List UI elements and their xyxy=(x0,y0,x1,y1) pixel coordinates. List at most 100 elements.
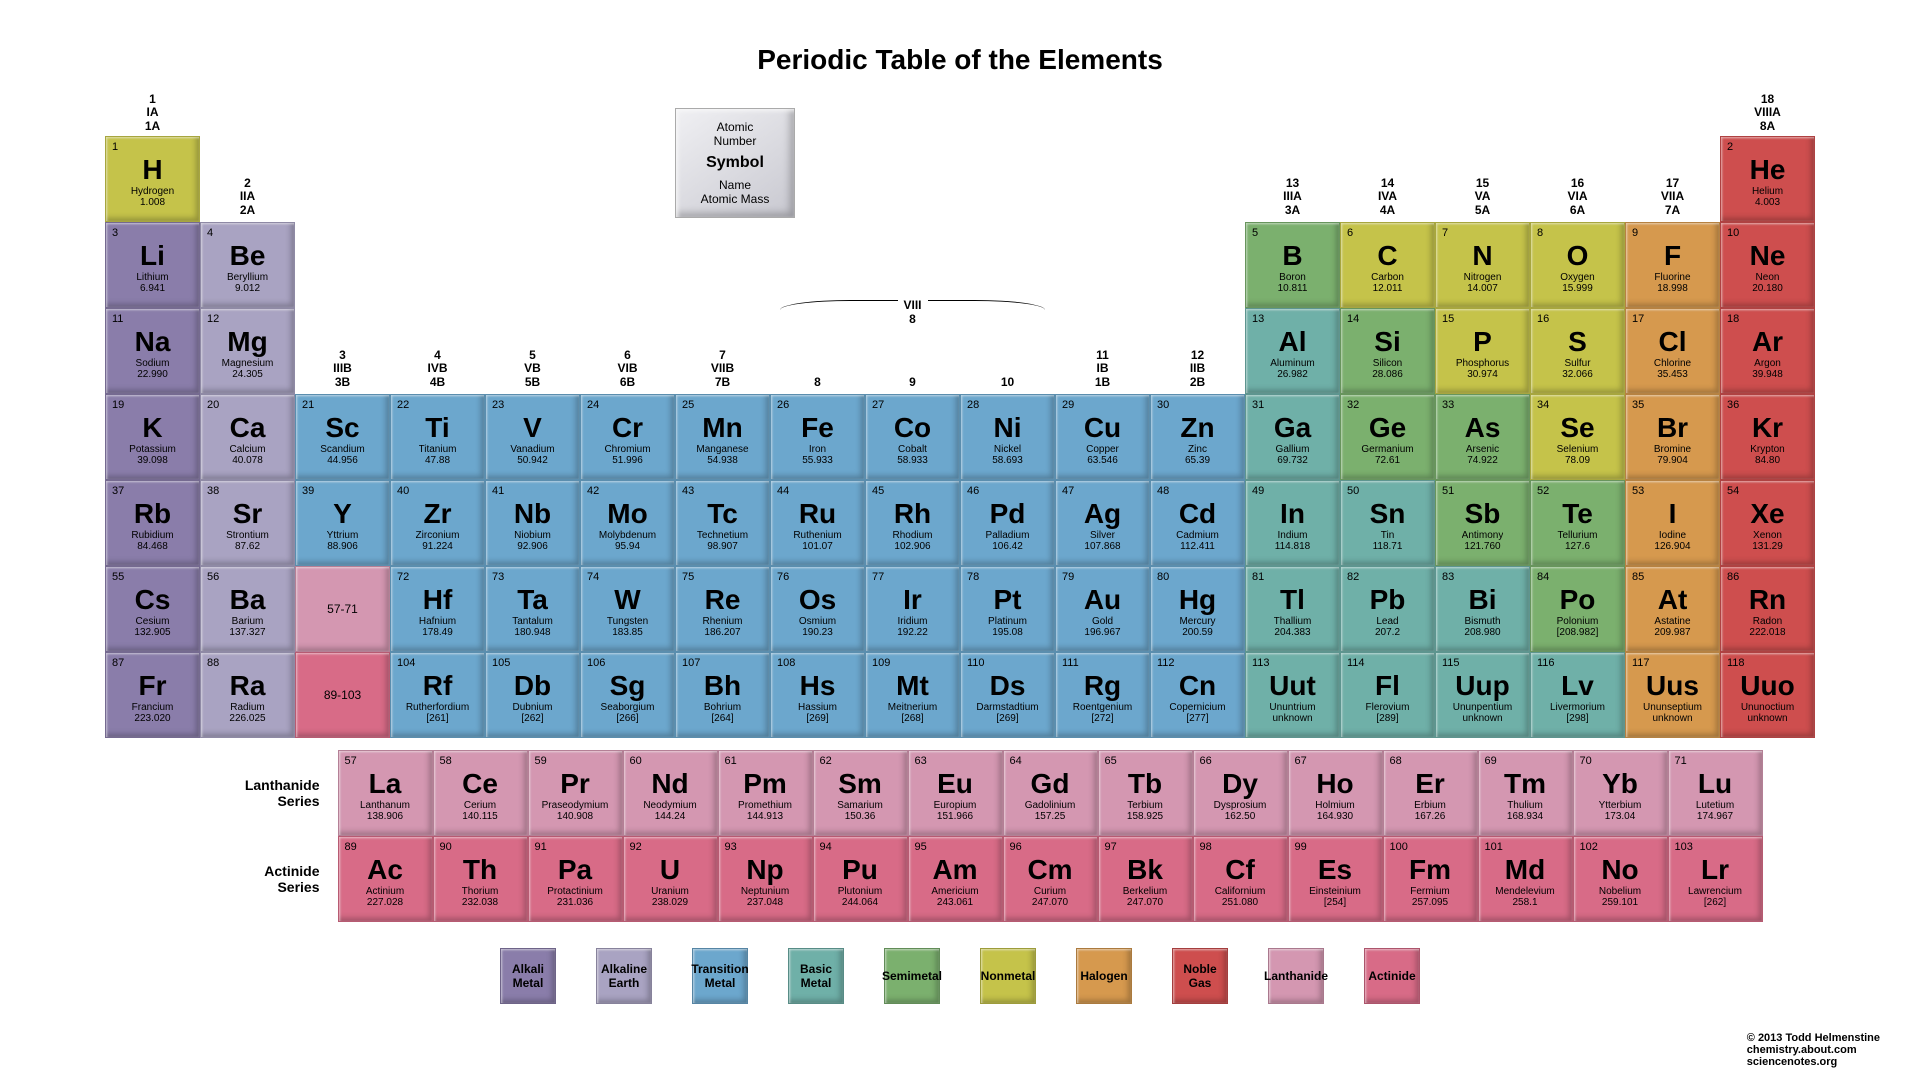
element-symbol: Fm xyxy=(1409,856,1451,884)
element-name: Neodymium xyxy=(643,800,696,811)
element-La: 57LaLanthanum138.906 xyxy=(338,750,433,836)
element-symbol: F xyxy=(1664,242,1681,270)
atomic-mass: 259.101 xyxy=(1602,897,1638,908)
atomic-number: 24 xyxy=(587,399,599,411)
element-name: Fermium xyxy=(1410,886,1449,897)
element-symbol: Na xyxy=(135,328,171,356)
legend-noble: NobleGas xyxy=(1160,948,1240,1004)
element-symbol: Bi xyxy=(1469,586,1497,614)
element-symbol: Po xyxy=(1560,586,1596,614)
element-symbol: O xyxy=(1567,242,1589,270)
atomic-mass: 84.468 xyxy=(137,541,168,552)
element-name: Tellurium xyxy=(1557,530,1597,541)
atomic-number: 38 xyxy=(207,485,219,497)
atomic-mass: 6.941 xyxy=(140,283,165,294)
atomic-mass: 98.907 xyxy=(707,541,738,552)
atomic-mass: 28.086 xyxy=(1372,369,1403,380)
atomic-number: 25 xyxy=(682,399,694,411)
element-name: Cerium xyxy=(464,800,496,811)
element-name: Carbon xyxy=(1371,272,1404,283)
atomic-number: 55 xyxy=(112,571,124,583)
atomic-number: 30 xyxy=(1157,399,1169,411)
atomic-mass: [266] xyxy=(616,713,638,724)
group-header-12: 12IIB2B xyxy=(1150,308,1245,394)
atomic-number: 86 xyxy=(1727,571,1739,583)
element-name: Strontium xyxy=(226,530,269,541)
element-name: Argon xyxy=(1754,358,1781,369)
element-Zn: 30ZnZinc65.39 xyxy=(1150,394,1245,480)
element-Tc: 43TcTechnetium98.907 xyxy=(675,480,770,566)
atomic-mass: 178.49 xyxy=(422,627,453,638)
atomic-number: 54 xyxy=(1727,485,1739,497)
element-name: Radium xyxy=(230,702,264,713)
atomic-number: 4 xyxy=(207,227,213,239)
legend-label-semimetal: Semimetal xyxy=(882,969,942,983)
element-symbol: Pu xyxy=(842,856,878,884)
element-name: Thorium xyxy=(462,886,499,897)
atomic-number: 42 xyxy=(587,485,599,497)
atomic-number: 11 xyxy=(112,313,123,325)
atomic-mass: 237.048 xyxy=(747,897,783,908)
atomic-number: 71 xyxy=(1675,755,1687,767)
atomic-number: 105 xyxy=(492,657,510,669)
element-name: Vanadium xyxy=(510,444,554,455)
element-name: Palladium xyxy=(986,530,1030,541)
element-Kr: 36KrKrypton84.80 xyxy=(1720,394,1815,480)
atomic-number: 39 xyxy=(302,485,314,497)
element-H: 1HHydrogen1.008 xyxy=(105,136,200,222)
atomic-number: 82 xyxy=(1347,571,1359,583)
atomic-mass: 114.818 xyxy=(1275,541,1310,552)
group-header-17: 17VIIA7A xyxy=(1625,136,1720,222)
atomic-mass: 150.36 xyxy=(845,811,876,822)
atomic-mass: [262] xyxy=(1704,897,1726,908)
atomic-number: 68 xyxy=(1390,755,1402,767)
atomic-number: 69 xyxy=(1485,755,1497,767)
element-name: Cobalt xyxy=(898,444,927,455)
atomic-number: 67 xyxy=(1295,755,1307,767)
atomic-number: 58 xyxy=(440,755,452,767)
element-name: Roentgenium xyxy=(1073,702,1132,713)
element-symbol: As xyxy=(1465,414,1501,442)
element-Lr: 103LrLawrencium[262] xyxy=(1668,836,1763,922)
atomic-number: 41 xyxy=(492,485,504,497)
element-name: Lutetium xyxy=(1696,800,1734,811)
element-name: Hafnium xyxy=(419,616,456,627)
atomic-mass: 196.967 xyxy=(1084,627,1120,638)
element-symbol: Xe xyxy=(1750,500,1784,528)
atomic-mass: 258.1 xyxy=(1512,897,1537,908)
element-name: Potassium xyxy=(129,444,176,455)
group-header-18: 18VIIIA8A xyxy=(1720,80,1815,136)
element-Cr: 24CrChromium51.996 xyxy=(580,394,675,480)
atomic-number: 81 xyxy=(1252,571,1264,583)
element-name: Gadolinium xyxy=(1025,800,1076,811)
element-symbol: Ac xyxy=(367,856,403,884)
element-symbol: Dy xyxy=(1222,770,1258,798)
element-name: Manganese xyxy=(696,444,748,455)
atomic-mass: 207.2 xyxy=(1375,627,1400,638)
legend-swatch-lanth: Lanthanide xyxy=(1268,948,1324,1004)
element-Cd: 48CdCadmium112.411 xyxy=(1150,480,1245,566)
atomic-number: 3 xyxy=(112,227,118,239)
element-Br: 35BrBromine79.904 xyxy=(1625,394,1720,480)
element-Ag: 47AgSilver107.868 xyxy=(1055,480,1150,566)
atomic-mass: 4.003 xyxy=(1755,197,1780,208)
element-symbol: Tl xyxy=(1280,586,1305,614)
legend-transition: TransitionMetal xyxy=(680,948,760,1004)
element-name: Nickel xyxy=(994,444,1021,455)
atomic-mass: 32.066 xyxy=(1562,369,1593,380)
element-At: 85AtAstatine209.987 xyxy=(1625,566,1720,652)
element-name: Niobium xyxy=(514,530,551,541)
element-Uuo: 118UuoUnunoctiumunknown xyxy=(1720,652,1815,738)
element-symbol: Tb xyxy=(1128,770,1162,798)
element-Uut: 113UutUnuntriumunknown xyxy=(1245,652,1340,738)
legend-swatch-noble: NobleGas xyxy=(1172,948,1228,1004)
element-Mt: 109MtMeitnerium[268] xyxy=(865,652,960,738)
element-Si: 14SiSilicon28.086 xyxy=(1340,308,1435,394)
category-legend: AlkaliMetalAlkalineEarthTransitionMetalB… xyxy=(105,948,1815,1004)
element-name: Zirconium xyxy=(416,530,460,541)
atomic-number: 83 xyxy=(1442,571,1454,583)
element-symbol: Be xyxy=(230,242,266,270)
element-name: Praseodymium xyxy=(542,800,609,811)
atomic-number: 80 xyxy=(1157,571,1169,583)
element-symbol: Th xyxy=(463,856,497,884)
